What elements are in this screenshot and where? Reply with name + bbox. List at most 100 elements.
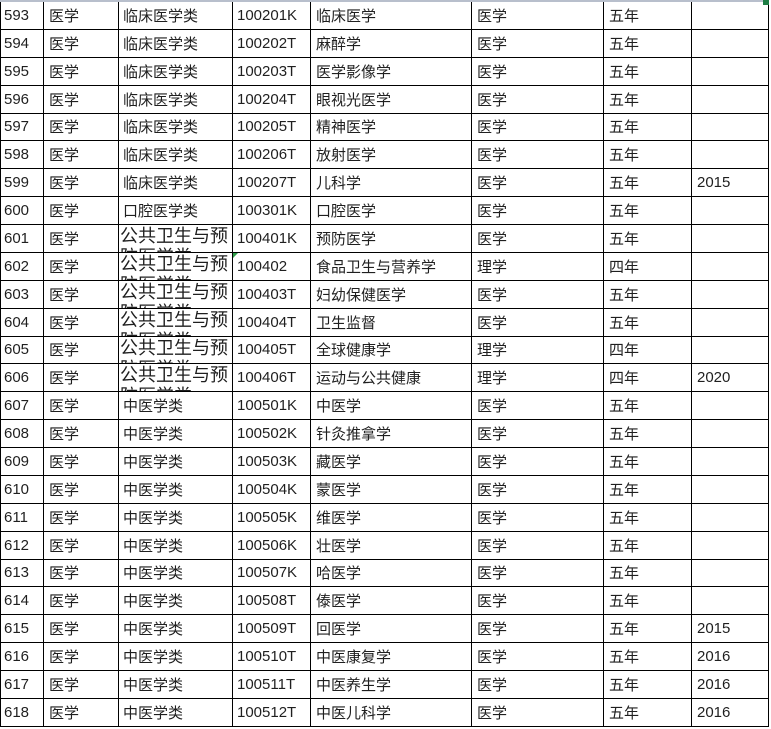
cell-degree-type[interactable]: 医学 — [472, 475, 604, 504]
cell-major-name[interactable]: 针灸推拿学 — [311, 420, 472, 448]
cell-year-added[interactable] — [692, 197, 769, 225]
cell-major-code[interactable]: 100301K — [233, 197, 311, 225]
cell-discipline[interactable]: 医学 — [44, 503, 119, 532]
cell-major-name[interactable]: 眼视光医学 — [311, 85, 472, 114]
cell-year-added[interactable]: 2016 — [692, 643, 769, 671]
cell-category[interactable]: 公共卫生与预防医学类 — [119, 364, 233, 393]
cell-row-number[interactable]: 617 — [1, 671, 44, 699]
cell-year-added[interactable] — [692, 2, 769, 30]
cell-duration[interactable]: 五年 — [604, 2, 692, 30]
cell-discipline[interactable]: 医学 — [44, 336, 119, 365]
cell-major-code[interactable]: 100509T — [233, 615, 311, 644]
cell-major-code[interactable]: 100404T — [233, 308, 311, 337]
cell-category[interactable]: 中医学类 — [119, 392, 233, 421]
cell-duration[interactable]: 五年 — [604, 643, 692, 671]
cell-row-number[interactable]: 613 — [1, 559, 44, 588]
cell-year-added[interactable] — [692, 420, 769, 448]
cell-duration[interactable]: 五年 — [604, 141, 692, 170]
cell-year-added[interactable] — [692, 225, 769, 253]
cell-major-name[interactable]: 壮医学 — [311, 531, 472, 560]
cell-duration[interactable]: 五年 — [604, 587, 692, 616]
cell-major-code[interactable]: 100510T — [233, 643, 311, 671]
cell-category[interactable]: 中医学类 — [119, 475, 233, 504]
cell-duration[interactable]: 五年 — [604, 280, 692, 309]
cell-category[interactable]: 中医学类 — [119, 503, 233, 532]
cell-major-code[interactable]: 100502K — [233, 420, 311, 448]
cell-year-added[interactable] — [692, 57, 769, 86]
cell-year-added[interactable] — [692, 252, 769, 281]
cell-major-code[interactable]: 100403T — [233, 280, 311, 309]
cell-year-added[interactable]: 2015 — [692, 169, 769, 198]
cell-degree-type[interactable]: 医学 — [472, 671, 604, 699]
cell-degree-type[interactable]: 医学 — [472, 141, 604, 170]
cell-degree-type[interactable]: 理学 — [472, 252, 604, 281]
cell-major-code[interactable]: 100512T — [233, 698, 311, 727]
cell-row-number[interactable]: 610 — [1, 475, 44, 504]
cell-degree-type[interactable]: 医学 — [472, 448, 604, 476]
cell-major-name[interactable]: 回医学 — [311, 615, 472, 644]
cell-major-name[interactable]: 运动与公共健康 — [311, 364, 472, 393]
cell-degree-type[interactable]: 医学 — [472, 392, 604, 421]
cell-category[interactable]: 临床医学类 — [119, 57, 233, 86]
cell-category[interactable]: 临床医学类 — [119, 113, 233, 142]
cell-discipline[interactable]: 医学 — [44, 308, 119, 337]
cell-major-code[interactable]: 100511T — [233, 671, 311, 699]
cell-row-number[interactable]: 609 — [1, 448, 44, 476]
cell-row-number[interactable]: 599 — [1, 169, 44, 198]
cell-major-code[interactable]: 100205T — [233, 113, 311, 142]
cell-degree-type[interactable]: 医学 — [472, 531, 604, 560]
cell-category[interactable]: 公共卫生与预防医学类 — [119, 225, 233, 253]
cell-row-number[interactable]: 601 — [1, 225, 44, 253]
cell-year-added[interactable] — [692, 141, 769, 170]
cell-row-number[interactable]: 604 — [1, 308, 44, 337]
cell-duration[interactable]: 五年 — [604, 559, 692, 588]
cell-category[interactable]: 中医学类 — [119, 615, 233, 644]
cell-degree-type[interactable]: 理学 — [472, 364, 604, 393]
cell-row-number[interactable]: 593 — [1, 2, 44, 30]
cell-row-number[interactable]: 594 — [1, 29, 44, 58]
cell-year-added[interactable] — [692, 475, 769, 504]
cell-duration[interactable]: 五年 — [604, 503, 692, 532]
cell-discipline[interactable]: 医学 — [44, 29, 119, 58]
cell-category[interactable]: 中医学类 — [119, 643, 233, 671]
cell-duration[interactable]: 五年 — [604, 698, 692, 727]
cell-degree-type[interactable]: 医学 — [472, 2, 604, 30]
cell-major-code[interactable]: 100204T — [233, 85, 311, 114]
cell-category[interactable]: 中医学类 — [119, 420, 233, 448]
cell-discipline[interactable]: 医学 — [44, 364, 119, 393]
cell-category[interactable]: 中医学类 — [119, 448, 233, 476]
cell-duration[interactable]: 五年 — [604, 308, 692, 337]
cell-discipline[interactable]: 医学 — [44, 420, 119, 448]
cell-discipline[interactable]: 医学 — [44, 225, 119, 253]
cell-major-code[interactable]: 100203T — [233, 57, 311, 86]
cell-degree-type[interactable]: 医学 — [472, 169, 604, 198]
cell-duration[interactable]: 五年 — [604, 615, 692, 644]
cell-major-name[interactable]: 预防医学 — [311, 225, 472, 253]
cell-category[interactable]: 口腔医学类 — [119, 197, 233, 225]
cell-degree-type[interactable]: 医学 — [472, 698, 604, 727]
cell-year-added[interactable] — [692, 336, 769, 365]
cell-category[interactable]: 中医学类 — [119, 531, 233, 560]
cell-discipline[interactable]: 医学 — [44, 615, 119, 644]
error-indicator-icon[interactable] — [233, 252, 238, 258]
cell-duration[interactable]: 五年 — [604, 113, 692, 142]
cell-row-number[interactable]: 596 — [1, 85, 44, 114]
cell-degree-type[interactable]: 医学 — [472, 197, 604, 225]
cell-major-name[interactable]: 妇幼保健医学 — [311, 280, 472, 309]
cell-duration[interactable]: 五年 — [604, 531, 692, 560]
cell-row-number[interactable]: 605 — [1, 336, 44, 365]
cell-category[interactable]: 中医学类 — [119, 671, 233, 699]
cell-major-name[interactable]: 维医学 — [311, 503, 472, 532]
cell-degree-type[interactable]: 医学 — [472, 225, 604, 253]
cell-major-code[interactable]: 100506K — [233, 531, 311, 560]
cell-duration[interactable]: 五年 — [604, 169, 692, 198]
cell-row-number[interactable]: 616 — [1, 643, 44, 671]
cell-major-code[interactable]: 100501K — [233, 392, 311, 421]
cell-category[interactable]: 临床医学类 — [119, 29, 233, 58]
cell-duration[interactable]: 五年 — [604, 29, 692, 58]
cell-major-name[interactable]: 中医儿科学 — [311, 698, 472, 727]
cell-discipline[interactable]: 医学 — [44, 559, 119, 588]
cell-discipline[interactable]: 医学 — [44, 643, 119, 671]
cell-major-name[interactable]: 中医康复学 — [311, 643, 472, 671]
cell-row-number[interactable]: 600 — [1, 197, 44, 225]
